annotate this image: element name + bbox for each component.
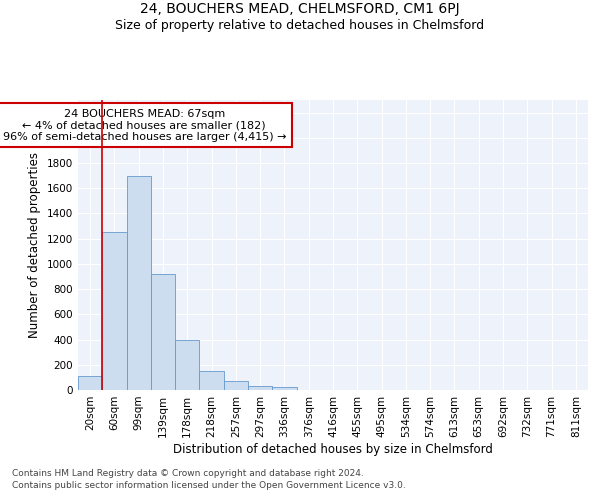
Text: 24, BOUCHERS MEAD, CHELMSFORD, CM1 6PJ: 24, BOUCHERS MEAD, CHELMSFORD, CM1 6PJ (140, 2, 460, 16)
Text: Contains public sector information licensed under the Open Government Licence v3: Contains public sector information licen… (12, 481, 406, 490)
Bar (224, 381, 248, 390)
Text: Distribution of detached houses by size in Chelmsford: Distribution of detached houses by size … (173, 442, 493, 456)
Bar (248, 386, 272, 390)
Bar (78, 376, 102, 390)
Text: Contains HM Land Registry data © Crown copyright and database right 2024.: Contains HM Land Registry data © Crown c… (12, 468, 364, 477)
Bar (199, 371, 224, 390)
Text: 24 BOUCHERS MEAD: 67sqm
← 4% of detached houses are smaller (182)
96% of semi-de: 24 BOUCHERS MEAD: 67sqm ← 4% of detached… (2, 108, 286, 142)
Bar (175, 340, 199, 390)
Y-axis label: Number of detached properties: Number of detached properties (28, 152, 41, 338)
Bar (102, 232, 127, 390)
Bar (127, 176, 151, 390)
Text: Size of property relative to detached houses in Chelmsford: Size of property relative to detached ho… (115, 19, 485, 32)
Bar (272, 387, 296, 390)
Bar (151, 274, 175, 390)
